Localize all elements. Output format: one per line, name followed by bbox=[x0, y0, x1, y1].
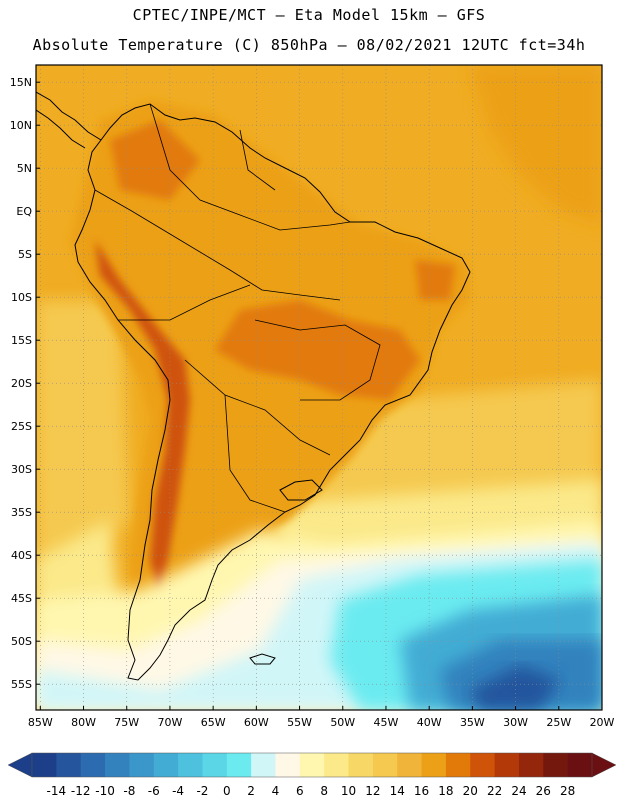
ocean-warm-zone bbox=[470, 65, 602, 225]
longitude-tick-label: 20W bbox=[590, 716, 615, 729]
map-title: CPTEC/INPE/MCT – Eta Model 15km – GFS bbox=[132, 6, 486, 24]
colorbar-swatch bbox=[251, 753, 276, 777]
colorbar-swatch bbox=[56, 753, 82, 777]
central-america-coast bbox=[36, 91, 102, 149]
latitude-tick-label: 30S bbox=[11, 463, 32, 476]
longitude-tick-label: 45W bbox=[374, 716, 399, 729]
colorbar-tick-label: 14 bbox=[390, 784, 405, 798]
andes-hot-band bbox=[95, 240, 190, 600]
colorbar-max-arrow bbox=[591, 752, 617, 778]
colorbar-swatch bbox=[518, 753, 544, 777]
latitude-tick-label: 55S bbox=[11, 678, 32, 691]
latitude-tick-label: 15S bbox=[11, 334, 32, 347]
longitude-tick-label: 75W bbox=[114, 716, 139, 729]
colorbar-tick-label: 10 bbox=[341, 784, 356, 798]
latitude-tick-label: 10S bbox=[11, 291, 32, 304]
colorbar-swatch bbox=[105, 753, 130, 777]
colorbar-tick-label: 24 bbox=[511, 784, 526, 798]
latitude-tick-label: 50S bbox=[11, 635, 32, 648]
longitude-tick-label: 35W bbox=[460, 716, 485, 729]
colorbar-swatch bbox=[178, 753, 203, 777]
longitude-tick-label: 50W bbox=[330, 716, 355, 729]
colorbar-swatch bbox=[32, 753, 57, 777]
colorbar-outline bbox=[31, 752, 593, 778]
latitude-tick-label: EQ bbox=[16, 205, 32, 218]
colorbar-swatch bbox=[543, 753, 569, 777]
latitude-tick-label: 35S bbox=[11, 506, 32, 519]
colorbar-tick-label: 22 bbox=[487, 784, 502, 798]
colorbar-swatch bbox=[202, 753, 228, 777]
color-legend: -14 -12 -10 -8 -6 -4 -2 0 2 4 6 8 10 12 14 16 18 20 22 24 26… bbox=[7, 752, 617, 798]
colorbar-tick-label: 12 bbox=[365, 784, 380, 798]
colorbar-tick-label: 6 bbox=[296, 784, 304, 798]
colorbar-swatch bbox=[275, 753, 301, 777]
latitude-tick-label: 40S bbox=[11, 549, 32, 562]
latitude-tick-label: 20S bbox=[11, 377, 32, 390]
colorbar-swatch bbox=[153, 753, 179, 777]
latitude-tick-label: 45S bbox=[11, 592, 32, 605]
colorbar-tick-label: 2 bbox=[247, 784, 255, 798]
colorbar-swatch bbox=[421, 753, 447, 777]
colorbar-tick-label: 0 bbox=[223, 784, 231, 798]
colorbar-swatch bbox=[80, 753, 106, 777]
colorbar-swatch bbox=[494, 753, 520, 777]
country-borders bbox=[94, 103, 381, 513]
colorbar-tick-label: 26 bbox=[536, 784, 551, 798]
latitude-axis: 15N 10N 5N EQ 5S 10S 15S 20S 25S 30S 35S 40S 45S 50S 5… bbox=[10, 76, 40, 691]
colorbar-tick-label: -12 bbox=[71, 784, 91, 798]
cold-zone-7 bbox=[470, 665, 560, 710]
longitude-tick-label: 30W bbox=[503, 716, 528, 729]
colorbar-swatch bbox=[567, 753, 593, 777]
colorbar-swatch bbox=[348, 753, 374, 777]
colorbar-swatch bbox=[372, 753, 398, 777]
longitude-tick-label: 40W bbox=[417, 716, 442, 729]
colorbar-tick-label: -10 bbox=[95, 784, 115, 798]
colorbar-swatch bbox=[226, 753, 252, 777]
longitude-tick-label: 65W bbox=[201, 716, 226, 729]
longitude-tick-label: 70W bbox=[158, 716, 183, 729]
map-subtitle: Absolute Temperature (C) 850hPa – 08/02/… bbox=[32, 36, 586, 54]
coastlines bbox=[36, 91, 471, 681]
uruguay-coast bbox=[279, 479, 323, 501]
longitude-tick-label: 80W bbox=[71, 716, 96, 729]
colorbar-tick-label: 18 bbox=[438, 784, 453, 798]
colorbar-tick-label: -14 bbox=[47, 784, 67, 798]
map-frame bbox=[35, 64, 603, 711]
colorbar-swatch bbox=[470, 753, 496, 777]
colorbar-tick-label: -8 bbox=[123, 784, 135, 798]
colorbar-swatch bbox=[445, 753, 471, 777]
colorbar-tick-label: -4 bbox=[172, 784, 184, 798]
longitude-axis: 85W 80W 75W 70W 65W 60W 55W 50W 45W 40W 35W 30W 25W 2… bbox=[28, 706, 615, 729]
colorbar-swatch bbox=[299, 753, 325, 777]
colorbar-tick-label: 4 bbox=[272, 784, 280, 798]
latitude-tick-label: 15N bbox=[10, 76, 32, 89]
colorbar-swatch bbox=[129, 753, 155, 777]
colorbar-tick-label: 28 bbox=[560, 784, 575, 798]
colorbar-tick-label: -2 bbox=[196, 784, 208, 798]
latitude-tick-label: 5S bbox=[18, 248, 32, 261]
temperature-field bbox=[36, 65, 602, 710]
colorbar-swatch bbox=[324, 753, 350, 777]
latitude-tick-label: 10N bbox=[10, 119, 32, 132]
land-hot-zone bbox=[110, 120, 455, 400]
south-america-coast bbox=[74, 103, 471, 681]
latitude-tick-label: 25S bbox=[11, 420, 32, 433]
longitude-tick-label: 55W bbox=[287, 716, 312, 729]
colorbar-tick-label: -6 bbox=[148, 784, 160, 798]
longitude-tick-label: 25W bbox=[546, 716, 571, 729]
colorbar-swatch bbox=[397, 753, 423, 777]
colorbar-tick-label: 16 bbox=[414, 784, 429, 798]
longitude-tick-label: 85W bbox=[28, 716, 53, 729]
colorbar-tick-label: 20 bbox=[463, 784, 478, 798]
longitude-tick-label: 60W bbox=[244, 716, 269, 729]
latitude-tick-label: 5N bbox=[17, 162, 32, 175]
colorbar-min-arrow bbox=[7, 752, 33, 778]
falkland-islands bbox=[249, 653, 276, 665]
colorbar-tick-label: 8 bbox=[320, 784, 328, 798]
